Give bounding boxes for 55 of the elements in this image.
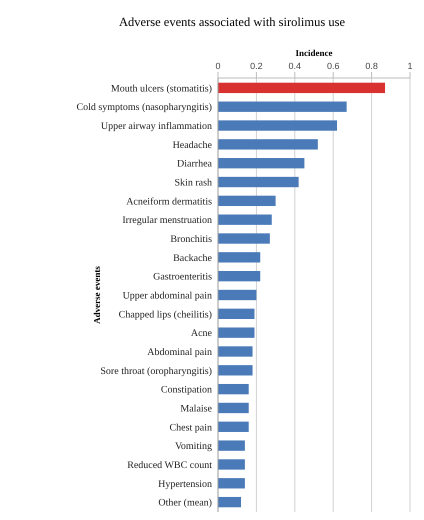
bar	[218, 102, 347, 112]
x-tick-label: 1	[407, 61, 413, 71]
y-tick-label: Malaise	[180, 403, 213, 414]
bar	[218, 139, 318, 150]
bar	[218, 270, 260, 282]
bar	[218, 120, 338, 131]
bar	[218, 327, 254, 338]
y-tick-label: Chapped lips (cheilitis)	[118, 309, 212, 320]
y-tick-label: Irregular menstruation	[122, 215, 212, 226]
bar	[218, 233, 270, 244]
y-tick-label: Gastroenteritis	[153, 272, 212, 283]
bar	[218, 308, 254, 320]
bar	[218, 440, 245, 451]
y-axis-title: Adverse events	[92, 266, 102, 324]
y-tick-label: Upper abdominal pain	[122, 290, 212, 302]
y-tick-label: Constipation	[160, 384, 212, 396]
y-tick-label: Cold symptoms (nasopharyngitis)	[76, 102, 212, 114]
bar	[218, 496, 242, 508]
bar	[218, 82, 386, 94]
bar	[218, 176, 299, 188]
x-tick-label: 0.6	[326, 61, 340, 71]
y-tick-label: Mouth ulcers (stomatitis)	[110, 83, 212, 94]
bar	[218, 214, 272, 225]
y-tick-label: Sore throat (oropharyngitis)	[100, 366, 212, 377]
bar	[218, 402, 249, 414]
x-tick-label: 0.8	[365, 61, 378, 71]
bar	[218, 158, 304, 168]
y-tick-label: Upper airway inflammation	[100, 121, 212, 132]
x-tick-label: 0	[215, 61, 221, 71]
y-tick-label: Other (mean)	[158, 498, 212, 509]
bar	[218, 384, 249, 394]
bar	[218, 459, 245, 470]
bar	[218, 290, 256, 300]
y-tick-label: Backache	[173, 252, 213, 264]
y-tick-label: Headache	[172, 140, 213, 151]
y-tick-label: Acne	[190, 328, 213, 340]
y-tick-label: Hypertension	[158, 478, 212, 490]
bar	[218, 196, 276, 206]
y-tick-label: Acneiform dermatitis	[126, 196, 212, 208]
bar	[218, 365, 253, 376]
x-axis-title: Incidence	[296, 48, 333, 58]
chart-title: Adverse events associated with sirolimus use	[119, 15, 346, 29]
bar	[218, 252, 260, 263]
bar	[218, 422, 249, 432]
bar	[218, 478, 245, 488]
y-tick-label: Reduced WBC count	[127, 460, 212, 471]
y-tick-label: Skin rash	[174, 178, 212, 189]
bar	[218, 346, 253, 357]
y-tick-label: Vomiting	[174, 441, 212, 452]
y-tick-label: Diarrhea	[177, 158, 213, 170]
x-tick-label: 0.2	[250, 61, 263, 71]
y-tick-label: Abdominal pain	[147, 346, 212, 358]
y-tick-label: Chest pain	[170, 422, 212, 434]
y-tick-label: Bronchitis	[170, 234, 212, 246]
x-tick-label: 0.4	[288, 61, 302, 71]
